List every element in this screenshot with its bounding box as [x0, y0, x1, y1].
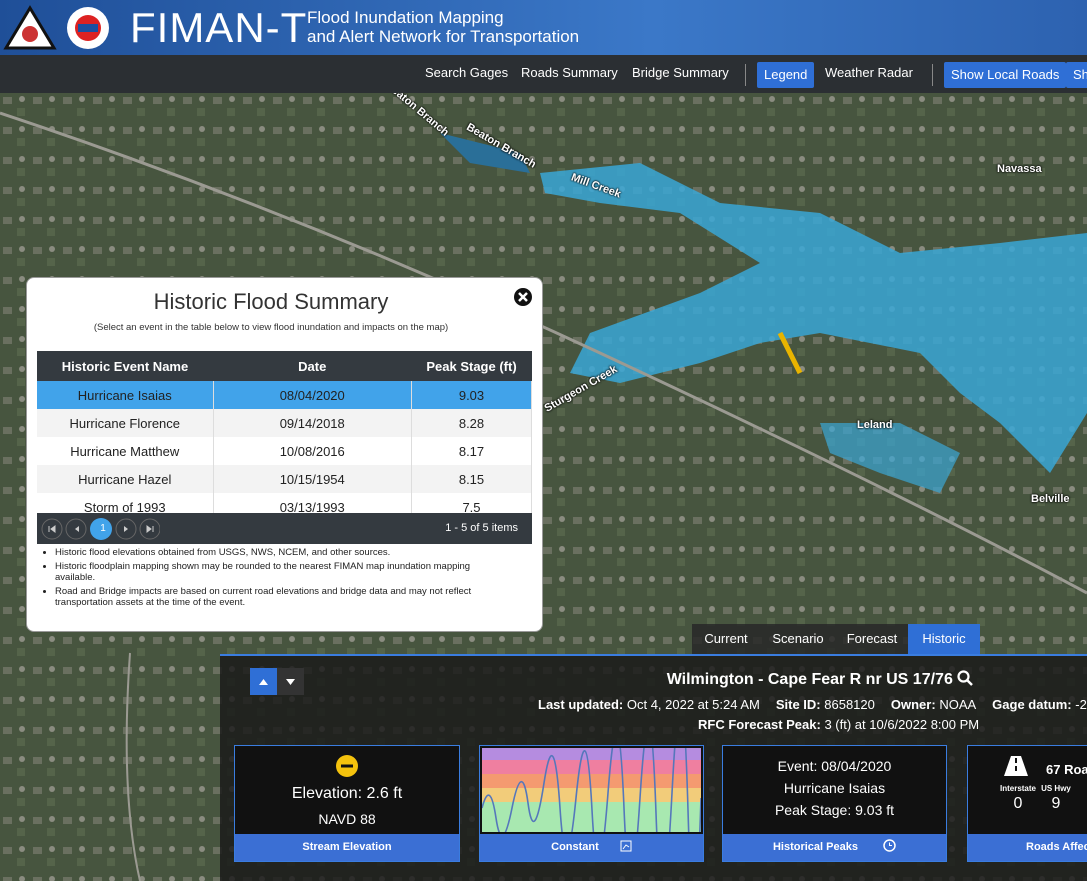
table-cell: Hurricane Isaias [37, 381, 214, 409]
card-footer: Constant [480, 834, 703, 861]
column-header: Date [213, 351, 412, 381]
table-row[interactable]: Hurricane Hazel 10/15/1954 8.15 [37, 465, 532, 493]
card-footer: Roads Affect [968, 834, 1087, 861]
subtitle-line: Flood Inundation Mapping [307, 8, 504, 27]
nav-link[interactable]: Roads Summary [521, 65, 618, 80]
card-line: Peak Stage: 9.03 ft [774, 802, 895, 818]
thumbnail-chart [482, 748, 701, 832]
pager-controls[interactable] [40, 517, 160, 541]
map-label: Navassa [997, 163, 1042, 175]
card[interactable]: Elevation: 2.6 ft NAVD 88 Stream Elevati… [234, 745, 460, 862]
card-line: 67 Roa [1046, 762, 1087, 777]
column-header: Peak Stage (ft) [411, 351, 532, 381]
nav-link[interactable]: Bridge Summary [632, 65, 729, 80]
chart-icon[interactable] [620, 840, 632, 852]
detail-label: Gage datum: [992, 697, 1072, 712]
tab[interactable]: Scenario [760, 624, 836, 654]
app-title: FIMAN-T [130, 4, 308, 51]
detail-label: Last updated: [538, 697, 624, 712]
detail-value: Oct 4, 2022 at 5:24 AM [626, 697, 760, 712]
page-number[interactable]: 1 [100, 523, 106, 534]
tab[interactable]: Forecast [836, 624, 908, 654]
table-cell: 10/08/2016 [213, 437, 412, 465]
event-table: Historic Event Name Date Peak Stage (ft) H… [37, 351, 532, 521]
table-cell: 9.03 [411, 381, 532, 409]
subtitle-line: and Alert Network for Transportation [307, 27, 580, 46]
card-footer-text: Constant [551, 841, 599, 853]
status-icon [336, 755, 358, 777]
note: Historic flood elevations obtained from … [55, 547, 505, 558]
card-line: Elevation: 2.6 ft [291, 785, 403, 802]
gage-name: Wilmington - Cape Fear R nr US 17/76 [666, 671, 953, 688]
card-line: NAVD 88 [318, 811, 376, 827]
table-cell: 08/04/2020 [213, 381, 412, 409]
dialog-subtitle: (Select an event in the table below to v… [93, 322, 449, 333]
separator [932, 64, 933, 86]
header: FIMAN-T Flood Inundation Mapping and Ale… [0, 0, 1087, 55]
nav-link[interactable]: Weather Radar [825, 65, 913, 80]
separator [745, 64, 746, 86]
nav-bar: Search Gages Roads Summary Bridge Summar… [0, 55, 1087, 93]
tab[interactable]: Historic [908, 624, 980, 654]
logos [3, 5, 109, 50]
table-cell: Hurricane Florence [37, 409, 214, 437]
table-row[interactable]: Hurricane Matthew 10/08/2016 8.17 [37, 437, 532, 465]
close-button[interactable] [513, 287, 533, 307]
pager: 1 1 - 5 of 5 items [37, 513, 532, 544]
table-cell: 09/14/2018 [213, 409, 412, 437]
dialog: Historic Flood Summary (Select an event … [26, 277, 543, 632]
table-cell: 8.17 [411, 437, 532, 465]
note: Road and Bridge impacts are based on cur… [55, 586, 505, 608]
detail-value: 3 (ft) at 10/6/2022 8:00 PM [824, 717, 980, 732]
count-label: Interstate [999, 784, 1036, 793]
count-value: 9 [1051, 795, 1061, 812]
table-row[interactable]: Hurricane Isaias 08/04/2020 9.03 [37, 381, 532, 409]
count-value: 0 [1013, 795, 1023, 812]
nav-link[interactable]: Search Gages [425, 65, 509, 80]
table-cell: 8.15 [411, 465, 532, 493]
table-cell: Hurricane Hazel [37, 465, 214, 493]
detail-label: Owner: [890, 697, 936, 712]
notes: Historic flood elevations obtained from … [55, 547, 505, 611]
card-line: Hurricane Isaias [783, 780, 886, 796]
card-line: Event: 08/04/2020 [777, 758, 892, 774]
detail-value: -2. [1075, 697, 1087, 712]
detail-label: RFC Forecast Peak: [698, 717, 821, 732]
gage-forecast: RFC Forecast Peak: 3 (ft) at 10/6/2022 8… [698, 717, 979, 732]
map-label: Belville [1031, 493, 1070, 505]
panel-toggle[interactable] [250, 668, 305, 695]
nav-button[interactable]: Sh [1066, 62, 1087, 88]
card-footer: Stream Elevation [235, 834, 459, 861]
card[interactable]: Event: 08/04/2020 Hurricane Isaias Peak … [722, 745, 947, 862]
table-cell: 10/15/1954 [213, 465, 412, 493]
detail-value: 8658120 [824, 697, 875, 712]
dialog-title: Historic Flood Summary [153, 289, 389, 314]
table-cell: 8.28 [411, 409, 532, 437]
pager-summary: 1 - 5 of 5 items [445, 522, 518, 534]
road-icon [1004, 756, 1028, 776]
clock-icon[interactable] [883, 839, 896, 852]
note: Historic floodplain mapping shown may be… [55, 561, 505, 583]
table-row[interactable]: Hurricane Florence 09/14/2018 8.28 [37, 409, 532, 437]
detail-label: Site ID: [775, 697, 821, 712]
column-header: Historic Event Name [37, 351, 213, 381]
card[interactable]: Constant [479, 745, 704, 862]
card-footer-text: Historical Peaks [772, 841, 858, 853]
gage-details: Last updated: Oct 4, 2022 at 5:24 AM Site… [538, 697, 1087, 712]
nav-button[interactable]: Legend [757, 62, 815, 88]
gage-title: Wilmington - Cape Fear R nr US 17/76 [600, 670, 1040, 689]
map-label: Leland [857, 419, 893, 431]
search-icon[interactable] [957, 670, 974, 686]
gage-panel: Wilmington - Cape Fear R nr US 17/76 Las… [220, 654, 1087, 881]
detail-value: NOAA [939, 697, 977, 712]
nav-button[interactable]: Show Local Roads [944, 62, 1067, 88]
card[interactable]: 67 Roa Interstate 0 US Hwy 9 Roads Affec… [967, 745, 1087, 862]
count-label: US Hwy [1041, 784, 1071, 793]
app-subtitle: Flood Inundation Mapping and Alert Netwo… [307, 8, 579, 46]
card-footer: Historical Peaks [723, 834, 946, 861]
tab[interactable]: Current [692, 624, 760, 654]
table-cell: Hurricane Matthew [37, 437, 214, 465]
